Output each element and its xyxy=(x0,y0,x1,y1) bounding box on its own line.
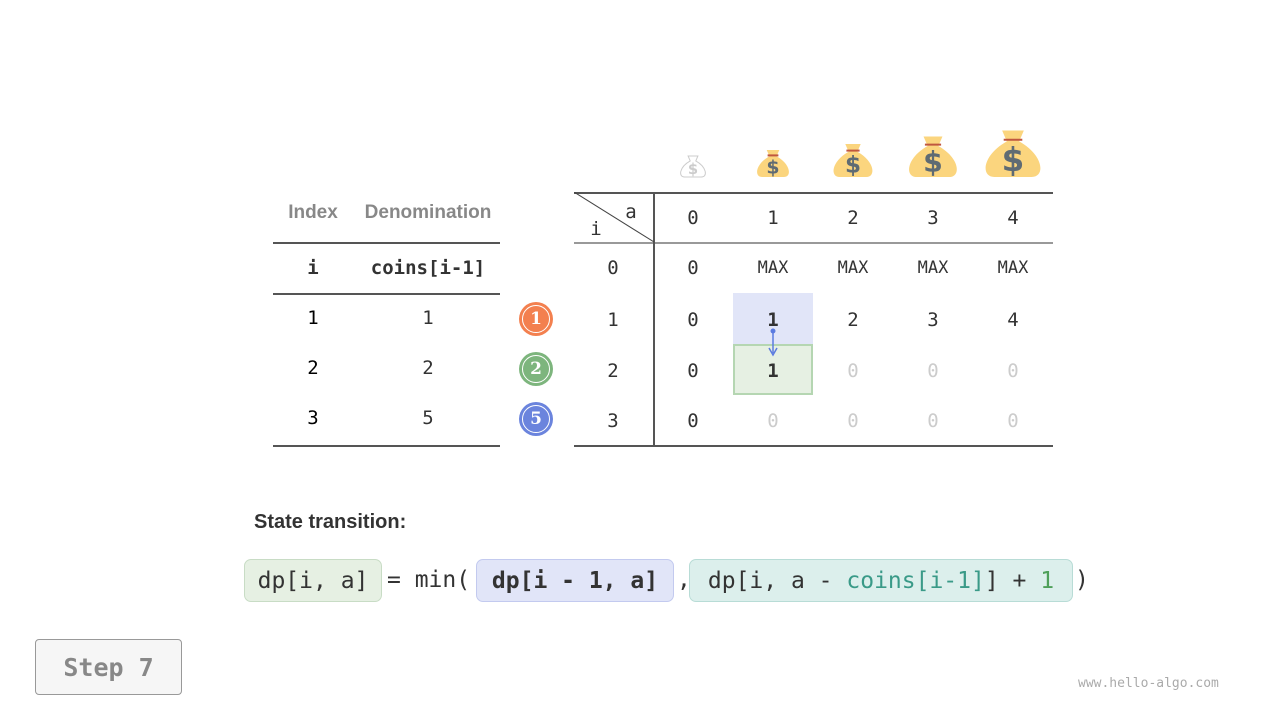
divider xyxy=(273,242,500,244)
lhs-box: dp[i, a] xyxy=(244,559,382,602)
dp-cell: 0 xyxy=(767,410,779,432)
eq-min: = min( xyxy=(387,567,471,593)
coin-label: 5 xyxy=(522,405,550,433)
step-button[interactable]: Step 7 xyxy=(35,639,182,695)
index-cell: 1 xyxy=(307,307,319,329)
dp-cell: MAX xyxy=(997,258,1029,278)
transition-title: State transition: xyxy=(254,511,407,533)
opt2-one: 1 xyxy=(1040,567,1055,594)
svg-text:$: $ xyxy=(688,161,698,178)
dp-cell: 0 xyxy=(1007,410,1019,432)
col-header: 4 xyxy=(1007,207,1019,229)
subheader-i: i xyxy=(307,257,319,279)
col-header: 0 xyxy=(687,207,699,229)
coin-badge: 1 xyxy=(519,302,553,336)
dp-cell: 0 xyxy=(1007,360,1019,382)
corner-i: i xyxy=(590,218,602,240)
divider xyxy=(273,445,500,447)
denomination-cell: 5 xyxy=(422,407,434,429)
divider xyxy=(574,242,1053,244)
dp-cell: 4 xyxy=(1007,309,1019,331)
opt2-part: dp[i, a - xyxy=(707,567,847,594)
header-index: Index xyxy=(288,202,338,223)
close-paren: ) xyxy=(1075,567,1089,593)
header-denomination: Denomination xyxy=(364,202,492,223)
dp-cell: 3 xyxy=(927,309,939,331)
dp-cell: 0 xyxy=(847,410,859,432)
dp-cell: MAX xyxy=(757,258,789,278)
dp-cell: 0 xyxy=(687,309,699,331)
money-bag-icon: $ xyxy=(833,144,873,179)
col-header: 1 xyxy=(767,207,779,229)
divider xyxy=(653,192,655,446)
divider xyxy=(574,445,1053,447)
divider xyxy=(574,192,1053,194)
opt2-coins: coins[i-1] xyxy=(846,567,985,594)
money-bag-icon: $ xyxy=(909,136,957,179)
dp-cell: 0 xyxy=(687,360,699,382)
row-header: 0 xyxy=(607,257,619,279)
denomination-cell: 1 xyxy=(422,307,434,329)
option2-box: dp[i, a - coins[i-1]] + 1 xyxy=(689,559,1073,602)
dp-cell: 2 xyxy=(847,309,859,331)
svg-text:$: $ xyxy=(766,156,779,178)
dp-cell: MAX xyxy=(837,258,869,278)
coin-label: 1 xyxy=(522,305,550,333)
dp-cell: 0 xyxy=(847,360,859,382)
dp-cell: 1 xyxy=(767,360,779,382)
row-header: 2 xyxy=(607,360,619,382)
coin-badge: 2 xyxy=(519,352,553,386)
dp-cell: 1 xyxy=(767,309,779,331)
option1-box: dp[i - 1, a] xyxy=(476,559,674,602)
dp-cell: 0 xyxy=(687,257,699,279)
divider xyxy=(273,293,500,295)
col-header: 3 xyxy=(927,207,939,229)
row-header: 3 xyxy=(607,410,619,432)
coin-badge: 5 xyxy=(519,402,553,436)
svg-text:$: $ xyxy=(1002,141,1025,179)
col-header: 2 xyxy=(847,207,859,229)
row-header: 1 xyxy=(607,309,619,331)
svg-text:$: $ xyxy=(923,146,943,179)
corner-diagonal xyxy=(574,192,654,243)
watermark: www.hello-algo.com xyxy=(1078,676,1219,691)
dp-cell: 0 xyxy=(687,410,699,432)
money-bag-icon: $ xyxy=(757,150,789,178)
dp-cell: 0 xyxy=(927,410,939,432)
opt2-part: ] + xyxy=(984,567,1041,594)
dp-cell: 0 xyxy=(927,360,939,382)
denomination-cell: 2 xyxy=(422,357,434,379)
index-cell: 3 xyxy=(307,407,319,429)
index-cell: 2 xyxy=(307,357,319,379)
money-bag-icon: $ xyxy=(680,155,706,178)
subheader-coins: coins[i-1] xyxy=(370,257,486,279)
dp-cell: MAX xyxy=(917,258,949,278)
money-bag-icon: $ xyxy=(985,130,1041,179)
comma: , xyxy=(677,567,691,593)
arrow-down-icon xyxy=(768,328,778,357)
svg-text:$: $ xyxy=(845,153,861,179)
coin-label: 2 xyxy=(522,355,550,383)
money-bags: $ $ $ $ $ xyxy=(680,130,1041,179)
corner-a: a xyxy=(625,201,637,223)
